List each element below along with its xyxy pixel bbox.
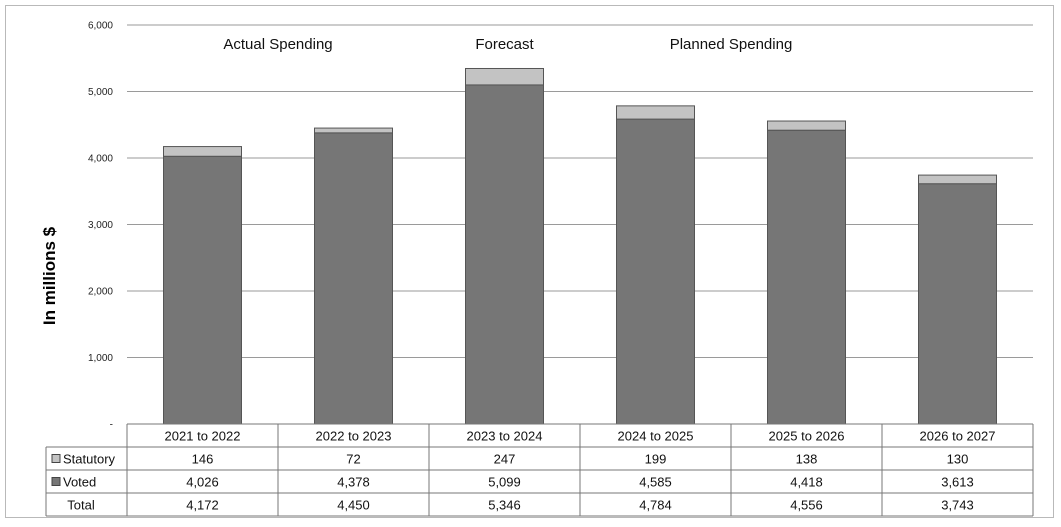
- bar-voted-0: [163, 155, 242, 425]
- category-label-2: 2023 to 2024: [467, 429, 543, 444]
- legend-key-voted: [51, 477, 61, 486]
- y-axis-label: In millions $: [40, 226, 59, 325]
- row-label-voted: Voted: [63, 475, 96, 490]
- category-label-5: 2026 to 2027: [920, 429, 996, 444]
- bar-statutory-2: [465, 67, 544, 86]
- data-label-voted-0: 4,026: [186, 475, 219, 490]
- data-table: 2021 to 2022 2022 to 2023 2023 to 2024 2024…: [45, 423, 1034, 517]
- y-tick-label-3: 3,000: [88, 220, 113, 231]
- category-label-1: 2022 to 2023: [316, 429, 392, 444]
- data-label-statutory-3: 199: [645, 452, 667, 467]
- category-label-4: 2025 to 2026: [769, 429, 845, 444]
- period-label-0: Actual Spending: [223, 36, 332, 53]
- grid-lines: [127, 24, 1033, 358]
- y-tick-labels: - 1,000 2,000 3,000 4,000 5,000 6,000: [88, 21, 113, 431]
- data-label-statutory-0: 146: [192, 452, 214, 467]
- bar-voted-5: [918, 183, 997, 425]
- period-labels: Actual Spending Forecast Planned Spending: [223, 36, 792, 53]
- y-tick-label-0: -: [110, 420, 113, 431]
- y-tick-label-1: 1,000: [88, 353, 113, 364]
- category-label-3: 2024 to 2025: [618, 429, 694, 444]
- data-label-statutory-1: 72: [346, 452, 360, 467]
- y-tick-label-2: 2,000: [88, 287, 113, 298]
- bar-statutory-0: [163, 146, 242, 157]
- period-label-1: Forecast: [475, 36, 534, 53]
- data-label-total-3: 4,784: [639, 498, 672, 513]
- legend-key-statutory: [51, 454, 61, 463]
- data-label-total-4: 4,556: [790, 498, 823, 513]
- y-tick-label-4: 4,000: [88, 154, 113, 165]
- data-label-voted-1: 4,378: [337, 475, 370, 490]
- data-label-voted-2: 5,099: [488, 475, 521, 490]
- data-label-statutory-5: 130: [947, 452, 969, 467]
- data-label-total-1: 4,450: [337, 498, 370, 513]
- bar-voted-3: [616, 118, 695, 425]
- chart-frame: [5, 5, 1054, 518]
- category-label-0: 2021 to 2022: [165, 429, 241, 444]
- data-label-statutory-2: 247: [494, 452, 516, 467]
- bar-voted-1: [314, 132, 393, 425]
- y-tick-label-6: 6,000: [88, 21, 113, 32]
- data-label-voted-4: 4,418: [790, 475, 823, 490]
- row-label-statutory: Statutory: [63, 452, 116, 467]
- data-label-total-0: 4,172: [186, 498, 219, 513]
- bar-statutory-4: [767, 120, 846, 131]
- bar-voted-2: [465, 84, 544, 425]
- y-tick-label-5: 5,000: [88, 87, 113, 98]
- bar-statutory-3: [616, 105, 695, 120]
- row-label-total: Total: [67, 498, 95, 513]
- bar-voted-4: [767, 129, 846, 425]
- data-label-voted-5: 3,613: [941, 475, 974, 490]
- period-label-2: Planned Spending: [670, 36, 793, 53]
- data-label-voted-3: 4,585: [639, 475, 672, 490]
- data-label-statutory-4: 138: [796, 452, 818, 467]
- data-label-total-5: 3,743: [941, 498, 974, 513]
- data-label-total-2: 5,346: [488, 498, 521, 513]
- bar-statutory-5: [918, 174, 997, 185]
- bar-statutory-1: [314, 127, 393, 134]
- bars: [163, 67, 997, 425]
